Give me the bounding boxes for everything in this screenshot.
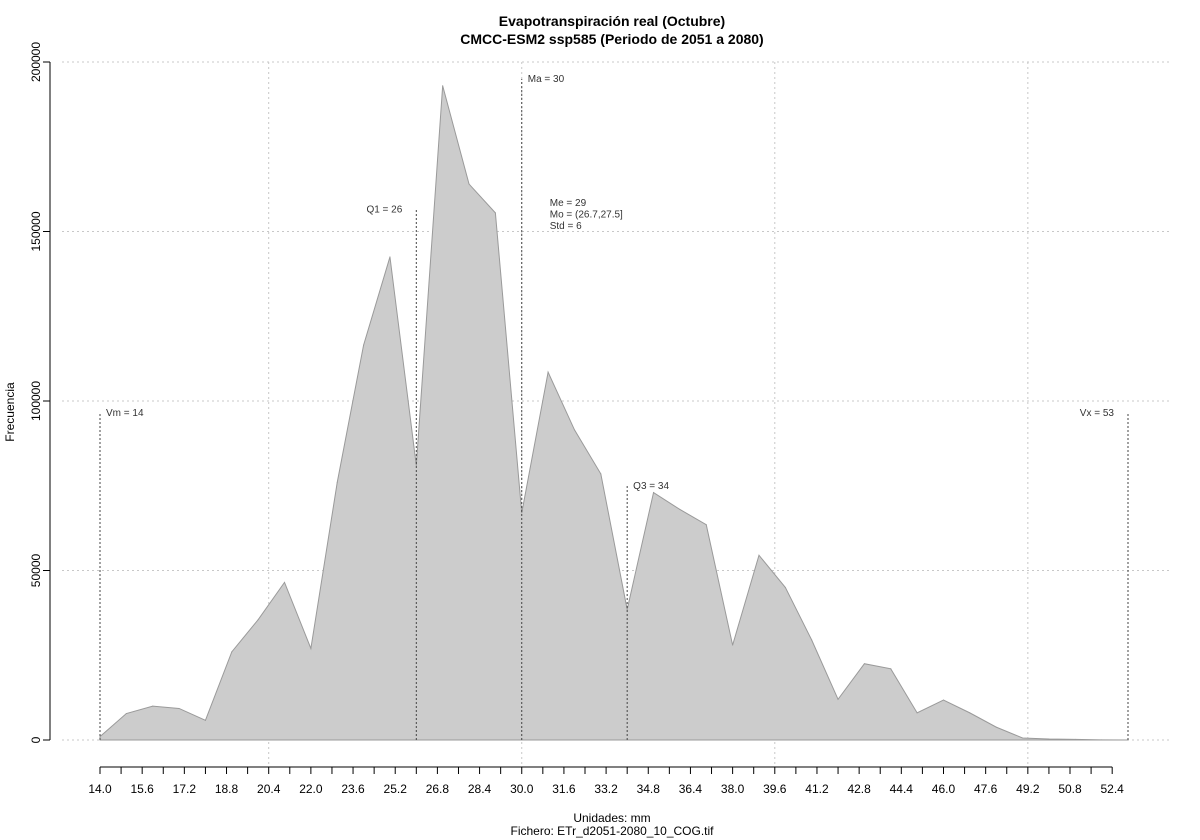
y-tick-label: 50000: [29, 553, 43, 587]
x-tick-label: 38.0: [721, 782, 745, 796]
y-axis-label: Frecuencia: [3, 382, 17, 442]
vx-label: Vx = 53: [1080, 408, 1115, 419]
data-point: [468, 183, 470, 185]
data-point: [125, 713, 127, 715]
data-point: [705, 524, 707, 526]
x-tick-label: 39.6: [763, 782, 787, 796]
stat-text: Std = 6: [550, 221, 582, 232]
data-point: [916, 712, 918, 714]
x-tick-label: 33.2: [594, 782, 618, 796]
x-tick-label: 46.0: [932, 782, 956, 796]
frequency-area-path: [99, 85, 1129, 741]
data-point: [284, 581, 286, 583]
axes: 0 50000 100000 150000 200000 14.0 15.6 17.2 18.8…: [29, 42, 1124, 796]
x-tick-label: 50.8: [1058, 782, 1082, 796]
data-point: [995, 726, 997, 728]
x-tick-label: 30.0: [510, 782, 534, 796]
x-tick-label: 17.2: [173, 782, 197, 796]
data-point: [837, 698, 839, 700]
x-tick-label: 34.8: [637, 782, 661, 796]
y-tick-label: 150000: [29, 211, 43, 251]
chart-title: Evapotranspiración real (Octubre): [499, 13, 725, 29]
source-file-label: Fichero: ETr_d2051-2080_10_COG.tif: [511, 824, 715, 838]
data-point: [1022, 737, 1024, 739]
x-tick-label: 42.8: [847, 782, 871, 796]
data-point: [336, 481, 338, 483]
y-tick-label: 100000: [29, 381, 43, 421]
data-point: [99, 736, 101, 738]
x-tick-label: 26.8: [426, 782, 450, 796]
x-tick-label: 47.6: [974, 782, 998, 796]
data-point: [811, 639, 813, 641]
data-point: [863, 663, 865, 665]
statistic-markers: Vm = 14 Q1 = 26 Ma = 30 Q3 = 34 Vx = 53 Me = …: [99, 74, 1129, 740]
x-tick-label: 28.4: [468, 782, 492, 796]
data-point: [1101, 739, 1103, 741]
data-point: [363, 344, 365, 346]
data-point: [231, 651, 233, 653]
stat-text: Me = 29: [550, 198, 587, 209]
x-tick-label: 25.2: [384, 782, 408, 796]
data-point: [969, 712, 971, 714]
x-tick-label: 36.4: [679, 782, 703, 796]
data-point: [178, 707, 180, 709]
data-point: [890, 668, 892, 670]
data-point: [626, 608, 628, 610]
data-point: [442, 85, 444, 87]
frequency-area: [99, 85, 1129, 741]
data-point: [679, 508, 681, 510]
y-tick-label: 0: [29, 736, 43, 743]
vm-label: Vm = 14: [106, 408, 144, 419]
q1-label: Q1 = 26: [366, 204, 402, 215]
x-tick-label: 15.6: [130, 782, 154, 796]
data-point: [1048, 738, 1050, 740]
y-tick-label: 200000: [29, 42, 43, 82]
x-tick-label: 31.6: [552, 782, 576, 796]
x-tick-label: 41.2: [805, 782, 829, 796]
data-point: [600, 473, 602, 475]
data-point: [732, 644, 734, 646]
x-tick-label: 22.0: [299, 782, 323, 796]
data-point: [257, 619, 259, 621]
ma-label: Ma = 30: [528, 74, 565, 85]
data-point: [415, 464, 417, 466]
q3-label: Q3 = 34: [633, 481, 669, 492]
x-tick-label: 52.4: [1101, 782, 1125, 796]
x-axis-label: Unidades: mm: [573, 811, 650, 825]
x-tick-label: 23.6: [341, 782, 365, 796]
data-point: [784, 586, 786, 588]
data-point: [521, 512, 523, 514]
data-point: [1074, 738, 1076, 740]
data-point: [758, 554, 760, 556]
x-tick-label: 14.0: [88, 782, 112, 796]
data-point: [573, 429, 575, 431]
data-point: [547, 371, 549, 373]
x-tick-label: 20.4: [257, 782, 281, 796]
data-point: [942, 699, 944, 701]
x-tick-label: 44.4: [890, 782, 914, 796]
data-point: [204, 719, 206, 721]
data-point: [494, 212, 496, 214]
x-tick-label: 18.8: [215, 782, 239, 796]
data-point: [389, 256, 391, 258]
x-tick-label: 49.2: [1016, 782, 1040, 796]
data-point: [310, 647, 312, 649]
stat-text: Mo = (26.7,27.5]: [550, 210, 623, 221]
data-point: [152, 705, 154, 707]
chart-subtitle: CMCC-ESM2 ssp585 (Periodo de 2051 a 2080…: [460, 31, 763, 47]
data-point: [653, 492, 655, 494]
